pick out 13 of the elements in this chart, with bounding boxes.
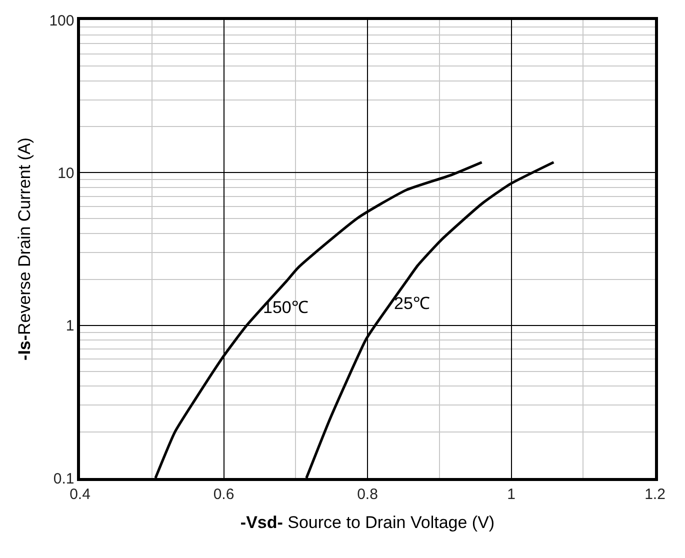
x-tick-label: 0.8 [357, 486, 378, 503]
x-tick-label: 1.2 [644, 486, 666, 503]
y-tick-label: 1 [66, 318, 74, 335]
y-tick-label: 100 [49, 12, 74, 30]
x-axis-title: -Vsd- Source to Drain Voltage (V) [240, 513, 495, 532]
y-tick-label: 10 [58, 164, 74, 182]
y-axis-title: -Is-Reverse Drain Current (A) [14, 138, 34, 360]
series-label: 150℃ [263, 298, 308, 317]
y-tick-label: 0.1 [53, 470, 74, 488]
x-tick-label: 0.4 [70, 486, 90, 503]
x-tick-label: 1 [507, 486, 516, 503]
x-tick-label: 0.6 [213, 486, 234, 503]
series-label: 25℃ [394, 294, 430, 313]
